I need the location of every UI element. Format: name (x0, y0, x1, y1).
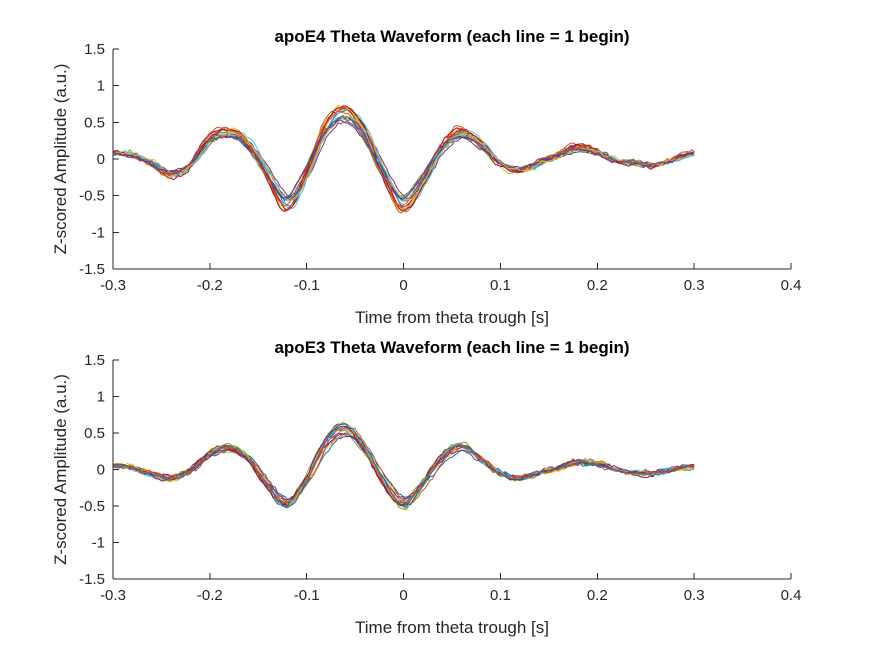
y-tick-label: -1.5 (79, 261, 105, 278)
chart-panel-1: -0.3 -0.2 -0.1 0 0.1 0.2 0.3 0.4 -1.5 -1 -0.5 0 0.5 1… (51, 27, 801, 327)
y-tick-label: 1 (97, 78, 105, 95)
y-tick-label: 0.5 (84, 425, 105, 442)
x-tick-label: -0.3 (100, 587, 126, 604)
x-tick-label: -0.1 (294, 587, 320, 604)
y-tick-label: -1 (92, 535, 105, 552)
series-line-15 (112, 423, 695, 509)
x-tick-label: 0.3 (684, 587, 705, 604)
y-tick-label: 1 (97, 389, 105, 406)
series-line-12 (112, 421, 695, 511)
chart-title: apoE3 Theta Waveform (each line = 1 begi… (274, 338, 629, 357)
y-tick-label: 1.5 (84, 352, 105, 369)
series-line-10 (112, 422, 695, 509)
x-tick-label: 0.4 (781, 587, 802, 604)
y-tick-label: -1.5 (79, 571, 105, 588)
traces (112, 104, 695, 214)
series-line-18 (112, 119, 695, 200)
y-tick-label: 0 (97, 462, 105, 479)
traces (112, 421, 695, 511)
y-axis-label: Z-scored Amplitude (a.u.) (51, 374, 70, 565)
series-line-17 (113, 115, 695, 202)
chart-panel-2: -0.3 -0.2 -0.1 0 0.1 0.2 0.3 0.4 -1.5 -1 -0.5 0 0.5 1… (51, 338, 801, 637)
x-tick-label: -0.2 (197, 277, 223, 294)
series-line-16 (112, 426, 695, 504)
series-line-9 (112, 427, 695, 504)
series-line-7 (112, 107, 695, 212)
y-tick-label: -1 (92, 224, 105, 241)
x-tick-label: -0.3 (100, 277, 126, 294)
x-tick-label: -0.2 (197, 587, 223, 604)
y-tick-label: -0.5 (79, 188, 105, 205)
series-line-12 (112, 118, 695, 200)
y-tick-label: -0.5 (79, 498, 105, 515)
x-axis-label: Time from theta trough [s] (355, 618, 549, 637)
x-tick-label: 0.2 (587, 587, 608, 604)
x-tick-label: 0.1 (490, 277, 511, 294)
x-tick-label: 0.1 (490, 587, 511, 604)
series-line-11 (112, 432, 695, 501)
x-tick-label: 0 (399, 277, 407, 294)
y-tick-label: 1.5 (84, 41, 105, 58)
x-tick-label: 0.4 (781, 277, 802, 294)
x-tick-label: 0.3 (684, 277, 705, 294)
x-tick-label: 0.2 (587, 277, 608, 294)
y-tick-label: 0 (97, 151, 105, 168)
x-tick-label: 0 (399, 587, 407, 604)
y-tick-label: 0.5 (84, 114, 105, 131)
y-axis-label: Z-scored Amplitude (a.u.) (51, 64, 70, 255)
x-tick-label: -0.1 (294, 277, 320, 294)
x-axis-label: Time from theta trough [s] (355, 308, 549, 327)
chart-title: apoE4 Theta Waveform (each line = 1 begi… (274, 27, 629, 46)
